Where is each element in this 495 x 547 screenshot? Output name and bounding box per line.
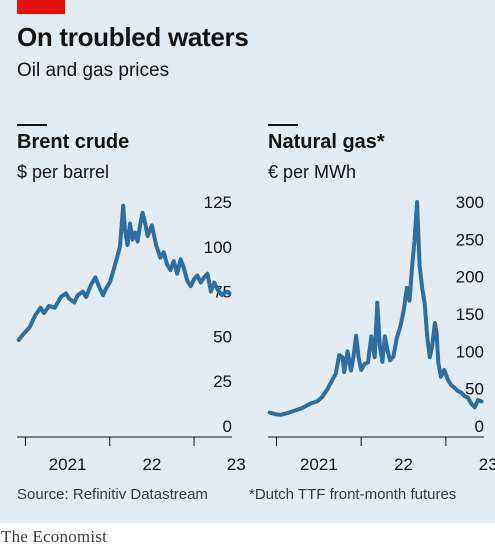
chart-title: On troubled waters <box>17 22 249 52</box>
gas-y-tick-label: 0 <box>475 417 484 436</box>
chart-subtitle: Oil and gas prices <box>17 60 170 81</box>
gas-x-tick-label: 23 <box>479 455 495 474</box>
gas-title-rule <box>268 124 298 126</box>
source-note: Source: Refinitiv Datastream <box>17 486 208 503</box>
gas-y-tick-label: 250 <box>456 230 484 249</box>
gas-x-tick-label: 2021 <box>300 455 338 474</box>
brent-y-tick-label: 125 <box>204 193 232 212</box>
gas-price-line <box>267 200 484 417</box>
red-accent-bar <box>17 0 65 14</box>
gas-unit-label: € per MWh <box>268 162 357 182</box>
gas-panel-title: Natural gas* <box>268 131 385 153</box>
brent-y-tick-label: 0 <box>223 417 232 436</box>
brent-y-tick-label: 50 <box>213 327 232 346</box>
brent-panel-title: Brent crude <box>17 131 130 153</box>
gas-y-tick-label: 200 <box>456 268 484 287</box>
gas-y-tick-label: 50 <box>465 380 484 399</box>
gas-y-tick-label: 150 <box>456 305 484 324</box>
gas-y-tick-label: 300 <box>456 193 484 212</box>
gas-x-tick-label: 22 <box>394 455 413 474</box>
gas-y-tick-label: 100 <box>456 342 484 361</box>
brent-y-tick-label: 25 <box>213 372 232 391</box>
footnote: *Dutch TTF front-month futures <box>249 486 457 503</box>
brent-x-tick-label: 23 <box>227 455 246 474</box>
brent-x-tick-label: 2021 <box>49 455 87 474</box>
brent-price-line <box>16 203 232 342</box>
brent-y-tick-label: 100 <box>204 238 232 257</box>
brent-unit-label: $ per barrel <box>17 162 110 182</box>
brent-x-tick-label: 22 <box>142 455 161 474</box>
economist-logo: The Economist <box>1 527 107 546</box>
brent-title-rule <box>17 124 47 126</box>
